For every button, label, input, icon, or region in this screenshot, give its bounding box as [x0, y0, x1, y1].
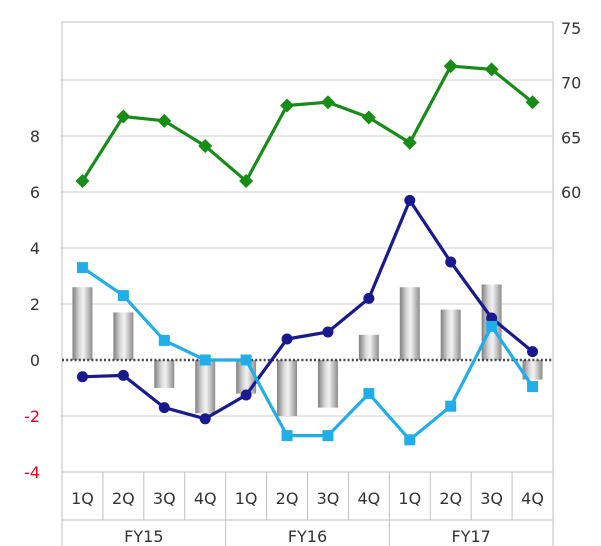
square-marker	[158, 334, 170, 346]
left-tick-label: 8	[30, 127, 40, 146]
right-axis-ticks: 75 70 65 60	[561, 19, 581, 202]
circle-marker	[363, 292, 375, 304]
category-label: 2Q	[439, 489, 462, 508]
bar-series	[72, 284, 543, 416]
diamond-marker	[280, 98, 295, 113]
square-marker	[76, 262, 88, 274]
bar	[195, 360, 216, 414]
circle-marker	[486, 312, 498, 324]
circle-marker	[322, 326, 334, 338]
left-tick-label: 6	[30, 183, 40, 202]
left-tick-label: 2	[30, 295, 40, 314]
bar	[522, 360, 543, 380]
category-label: 4Q	[194, 489, 217, 508]
group-label: FY17	[451, 527, 490, 546]
bar	[113, 312, 134, 360]
square-marker	[322, 430, 334, 442]
right-tick-label: 75	[561, 19, 581, 38]
circle-marker	[76, 371, 88, 383]
plot-frame	[61, 21, 554, 473]
category-label: 1Q	[235, 489, 258, 508]
square-marker	[445, 400, 457, 412]
left-tick-label: 0	[30, 351, 40, 370]
gridlines	[62, 79, 553, 473]
diamond-marker	[361, 110, 376, 125]
left-tick-label: -4	[24, 463, 40, 482]
circle-marker	[117, 369, 129, 381]
diamond-marker	[443, 59, 458, 74]
bar	[358, 334, 379, 360]
circle-marker	[199, 413, 211, 425]
diamond-marker	[157, 113, 172, 128]
square-marker	[240, 354, 252, 366]
category-label: 3Q	[317, 489, 340, 508]
series-line	[81, 266, 534, 442]
diamond-marker	[116, 109, 131, 124]
square-marker	[363, 388, 375, 400]
square-marker	[527, 381, 539, 393]
diamond-marker	[484, 62, 499, 77]
series-line	[82, 198, 534, 421]
square-marker	[486, 320, 498, 332]
bar	[317, 360, 338, 408]
bar	[277, 360, 298, 416]
line-series	[75, 59, 540, 446]
category-label: 3Q	[480, 489, 503, 508]
square-marker	[281, 430, 293, 442]
circle-marker	[404, 194, 416, 206]
diamond-marker	[75, 174, 90, 189]
group-label: FY16	[288, 527, 327, 546]
bar	[72, 287, 93, 360]
category-label: 4Q	[357, 489, 380, 508]
category-label: 3Q	[153, 489, 176, 508]
series-line	[81, 64, 534, 183]
diamond-marker	[402, 135, 417, 150]
diamond-marker	[320, 95, 335, 110]
category-label: 2Q	[112, 489, 135, 508]
circle-marker	[240, 389, 252, 401]
bar	[399, 287, 420, 360]
x-axis: 1Q 2Q 3Q 4Q 1Q 2Q 3Q 4Q 1Q 2Q 3Q 4Q FY15 FY16 FY17	[61, 472, 554, 546]
square-marker	[404, 434, 416, 446]
category-label: 1Q	[398, 489, 421, 508]
left-tick-label: 4	[30, 239, 40, 258]
circle-marker	[281, 333, 293, 345]
category-label: 2Q	[276, 489, 299, 508]
circle-marker	[445, 256, 457, 268]
category-label: 4Q	[521, 489, 544, 508]
square-marker	[199, 354, 211, 366]
diamond-marker	[239, 174, 254, 189]
left-tick-label: -2	[24, 407, 40, 426]
category-label: 1Q	[71, 489, 94, 508]
diamond-marker	[198, 139, 213, 154]
bar	[154, 360, 175, 388]
diamond-marker	[525, 95, 540, 110]
circle-marker	[527, 346, 539, 358]
circle-marker	[158, 402, 170, 414]
bar	[440, 309, 461, 360]
right-tick-label: 70	[561, 74, 581, 93]
square-marker	[117, 290, 129, 302]
right-tick-label: 65	[561, 128, 581, 147]
left-axis-ticks: 8 6 4 2 0 -2 -4	[24, 127, 40, 482]
right-tick-label: 60	[561, 183, 581, 202]
group-label: FY15	[124, 527, 163, 546]
